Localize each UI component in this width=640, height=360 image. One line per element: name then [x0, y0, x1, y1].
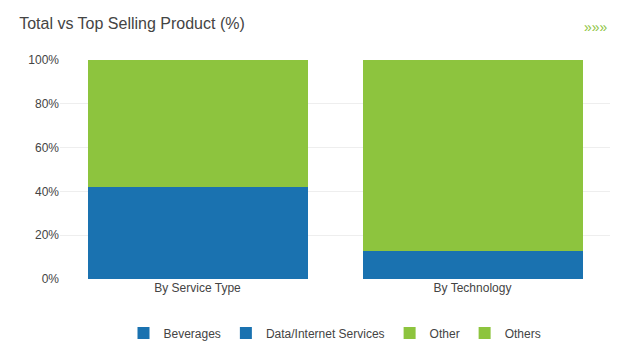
svg-text:60%: 60%	[35, 141, 59, 155]
svg-text:Other: Other	[430, 327, 460, 341]
svg-text:Total vs Top Selling Product (: Total vs Top Selling Product (%)	[19, 15, 245, 32]
svg-text:80%: 80%	[35, 97, 59, 111]
svg-text:»»»: »»»	[584, 19, 608, 35]
svg-text:Data/Internet Services: Data/Internet Services	[266, 327, 385, 341]
svg-text:0%: 0%	[42, 272, 60, 286]
svg-text:By Technology: By Technology	[434, 281, 512, 295]
svg-text:Beverages: Beverages	[164, 327, 221, 341]
svg-text:By Service Type: By Service Type	[154, 281, 241, 295]
svg-text:100%: 100%	[28, 53, 59, 67]
svg-text:Others: Others	[505, 327, 541, 341]
svg-text:20%: 20%	[35, 228, 59, 242]
svg-text:40%: 40%	[35, 185, 59, 199]
